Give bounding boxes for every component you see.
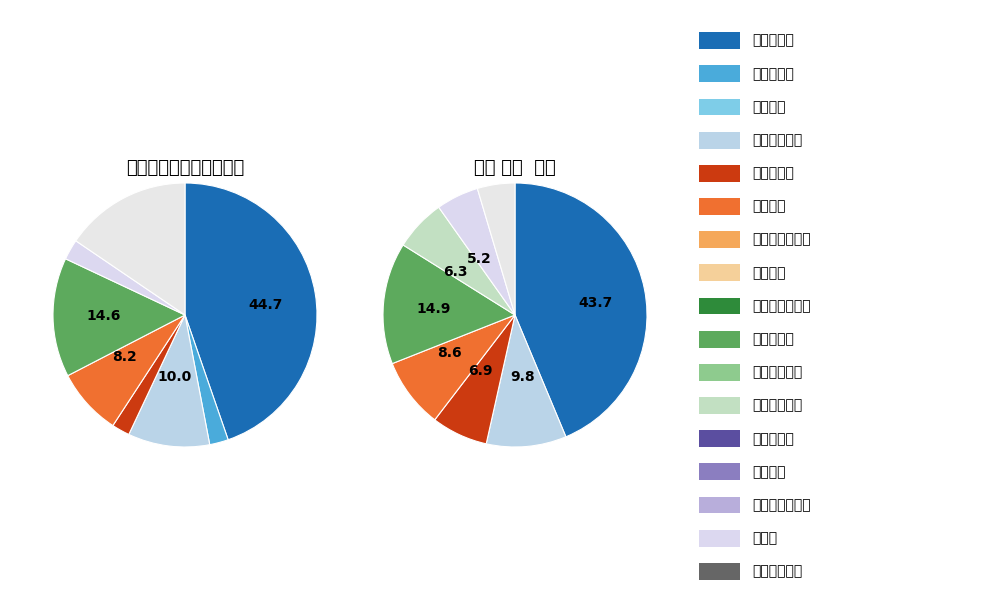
Wedge shape (185, 183, 317, 440)
Wedge shape (383, 245, 515, 364)
Bar (699, 530, 740, 547)
Wedge shape (185, 315, 228, 445)
Text: 14.6: 14.6 (86, 309, 120, 323)
Text: チェンジアップ: チェンジアップ (752, 233, 811, 247)
Bar (699, 132, 740, 149)
Bar (699, 430, 740, 447)
Text: 縦スライダー: 縦スライダー (752, 365, 802, 379)
Text: 6.3: 6.3 (443, 265, 468, 279)
Text: 44.7: 44.7 (249, 298, 283, 311)
Bar (699, 231, 740, 248)
Wedge shape (113, 315, 185, 434)
Wedge shape (403, 207, 515, 315)
Text: 6.9: 6.9 (468, 364, 493, 379)
Wedge shape (435, 315, 515, 444)
Bar (699, 98, 740, 115)
Wedge shape (486, 315, 566, 447)
Bar (699, 397, 740, 414)
Text: ナックル: ナックル (752, 465, 786, 479)
Wedge shape (477, 183, 515, 315)
Wedge shape (439, 188, 515, 315)
Text: パワーカーブ: パワーカーブ (752, 398, 802, 413)
Bar (699, 32, 740, 49)
Text: ツーシーム: ツーシーム (752, 67, 794, 81)
Bar (699, 364, 740, 381)
Bar (699, 165, 740, 182)
Text: 9.8: 9.8 (510, 370, 535, 384)
Bar (699, 497, 740, 514)
Wedge shape (53, 259, 185, 376)
Title: セ・リーグ全プレイヤー: セ・リーグ全プレイヤー (126, 159, 244, 177)
Bar (699, 65, 740, 82)
Text: 14.9: 14.9 (416, 302, 451, 316)
Text: スライダー: スライダー (752, 332, 794, 346)
Text: カーブ: カーブ (752, 531, 777, 545)
Text: スローカーブ: スローカーブ (752, 565, 802, 578)
Text: 10.0: 10.0 (158, 370, 192, 384)
Title: 若林 楽人  選手: 若林 楽人 選手 (474, 159, 556, 177)
Bar (699, 563, 740, 580)
Bar (699, 265, 740, 281)
Wedge shape (66, 241, 185, 315)
Text: 高速スライダー: 高速スライダー (752, 299, 811, 313)
Text: ナックルカーブ: ナックルカーブ (752, 498, 811, 512)
Text: スクリュー: スクリュー (752, 432, 794, 446)
Text: 5.2: 5.2 (467, 252, 492, 266)
Bar (699, 198, 740, 215)
Text: スプリット: スプリット (752, 166, 794, 180)
Bar (699, 463, 740, 480)
Text: カットボール: カットボール (752, 133, 802, 147)
Wedge shape (515, 183, 647, 437)
Bar (699, 298, 740, 314)
Wedge shape (129, 315, 210, 447)
Text: 43.7: 43.7 (578, 296, 612, 310)
Bar (699, 331, 740, 347)
Text: シンカー: シンカー (752, 266, 786, 280)
Text: シュート: シュート (752, 100, 786, 114)
Wedge shape (76, 183, 185, 315)
Text: ストレート: ストレート (752, 34, 794, 47)
Text: フォーク: フォーク (752, 199, 786, 214)
Text: 8.2: 8.2 (112, 350, 137, 364)
Text: 8.6: 8.6 (437, 346, 462, 359)
Wedge shape (68, 315, 185, 425)
Wedge shape (392, 315, 515, 420)
